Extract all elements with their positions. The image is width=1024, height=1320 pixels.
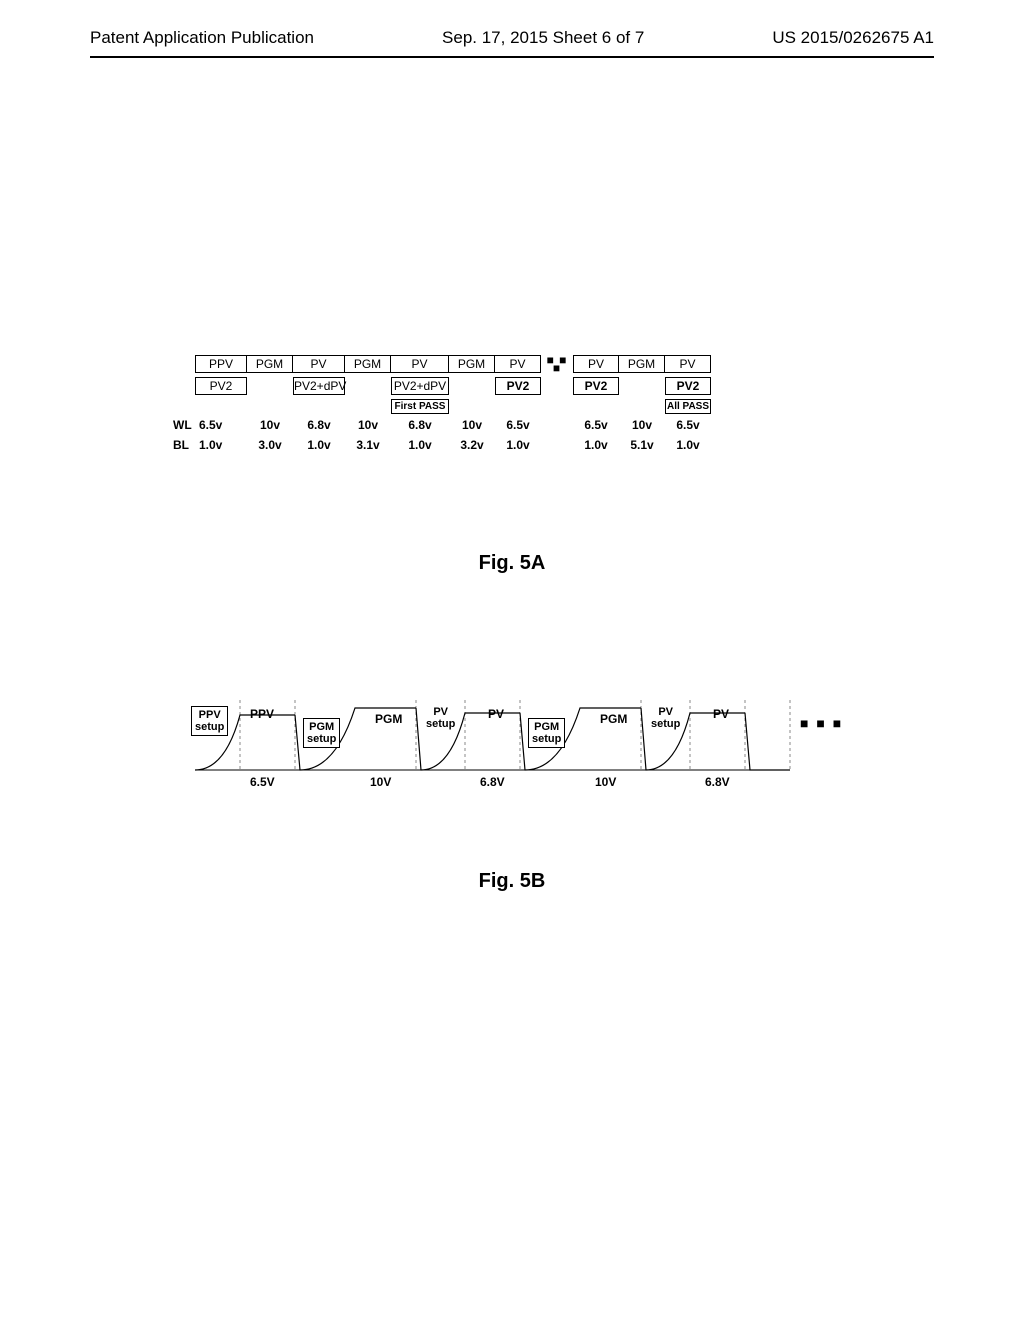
bl-3: 3.1v (345, 438, 391, 452)
header-left: Patent Application Publication (90, 28, 314, 48)
r1-c9: PGM (619, 355, 665, 373)
pv-setup-box-1: PVsetup (423, 704, 458, 732)
ppv-setup-box: PPVsetup (191, 706, 228, 736)
r2-c2: PV2+dPV (293, 377, 345, 395)
wl-6: 6.5v (495, 418, 541, 432)
wl-4: 6.8v (391, 418, 449, 432)
fig5b-svg (195, 700, 845, 800)
pgm-setup-box-1: PGMsetup (303, 718, 340, 748)
fig5a-row1: PPV PGM PV PGM PV PGM PV ■ ■ ■ PV PGM PV (195, 355, 845, 373)
r1-c10: PV (665, 355, 711, 373)
volt-3: 6.8V (480, 775, 505, 789)
volt-2: 10V (370, 775, 391, 789)
wl-2: 6.8v (293, 418, 345, 432)
r1-c5: PGM (449, 355, 495, 373)
fig5b: PPVsetup PGMsetup PVsetup PGMsetup PVset… (195, 700, 845, 800)
r2-c0: PV2 (195, 377, 247, 395)
volt-1: 6.5V (250, 775, 275, 789)
bl-label: BL (173, 438, 195, 452)
fig5a-caption: Fig. 5A (0, 552, 1024, 575)
fig5a-row2: PV2 PV2+dPV PV2+dPV PV2 PV2 PV2 (195, 377, 845, 395)
bl-9: 5.1v (619, 438, 665, 452)
pgm-label-2: PGM (600, 712, 627, 726)
bl-0: 1.0v (195, 438, 247, 452)
volt-5: 6.8V (705, 775, 730, 789)
bl-4: 1.0v (391, 438, 449, 452)
r1-c6: PV (495, 355, 541, 373)
pv-label-1: PV (488, 707, 504, 721)
fig5a-row3: First PASS All PASS (195, 399, 845, 414)
all-pass-box: All PASS (665, 399, 711, 414)
r2-c4: PV2+dPV (391, 377, 449, 395)
bl-1: 3.0v (247, 438, 293, 452)
header-rule (90, 56, 934, 58)
bl-6: 1.0v (495, 438, 541, 452)
wl-3: 10v (345, 418, 391, 432)
pv-label-2: PV (713, 707, 729, 721)
r1-dots: ■ ■ ■ (541, 356, 573, 372)
r1-c0: PPV (195, 355, 247, 373)
wl-5: 10v (449, 418, 495, 432)
r1-c1: PGM (247, 355, 293, 373)
first-pass-box: First PASS (391, 399, 449, 414)
r1-c2: PV (293, 355, 345, 373)
header-right: US 2015/0262675 A1 (772, 28, 934, 48)
r1-c8: PV (573, 355, 619, 373)
r2-c10: PV2 (665, 377, 711, 395)
bl-8: 1.0v (573, 438, 619, 452)
bl-10: 1.0v (665, 438, 711, 452)
bl-5: 3.2v (449, 438, 495, 452)
r2-c8: PV2 (573, 377, 619, 395)
r2-c6: PV2 (495, 377, 541, 395)
fig5b-dots: ■ ■ ■ (800, 715, 843, 731)
pgm-setup-box-2: PGMsetup (528, 718, 565, 748)
wl-1: 10v (247, 418, 293, 432)
volt-4: 10V (595, 775, 616, 789)
pgm-label-1: PGM (375, 712, 402, 726)
fig5a: PPV PGM PV PGM PV PGM PV ■ ■ ■ PV PGM PV… (195, 355, 845, 456)
r1-c3: PGM (345, 355, 391, 373)
wl-label: WL (173, 418, 195, 432)
r1-c4: PV (391, 355, 449, 373)
bl-2: 1.0v (293, 438, 345, 452)
wl-0: 6.5v (195, 418, 247, 432)
fig5a-bl: BL 1.0v 3.0v 1.0v 3.1v 1.0v 3.2v 1.0v 1.… (195, 438, 845, 452)
wl-8: 6.5v (573, 418, 619, 432)
pv-setup-box-2: PVsetup (648, 704, 683, 732)
wl-10: 6.5v (665, 418, 711, 432)
header-center: Sep. 17, 2015 Sheet 6 of 7 (442, 28, 644, 48)
ppv-label: PPV (250, 707, 274, 721)
fig5a-wl: WL 6.5v 10v 6.8v 10v 6.8v 10v 6.5v 6.5v … (195, 418, 845, 432)
wl-9: 10v (619, 418, 665, 432)
fig5b-caption: Fig. 5B (0, 870, 1024, 893)
